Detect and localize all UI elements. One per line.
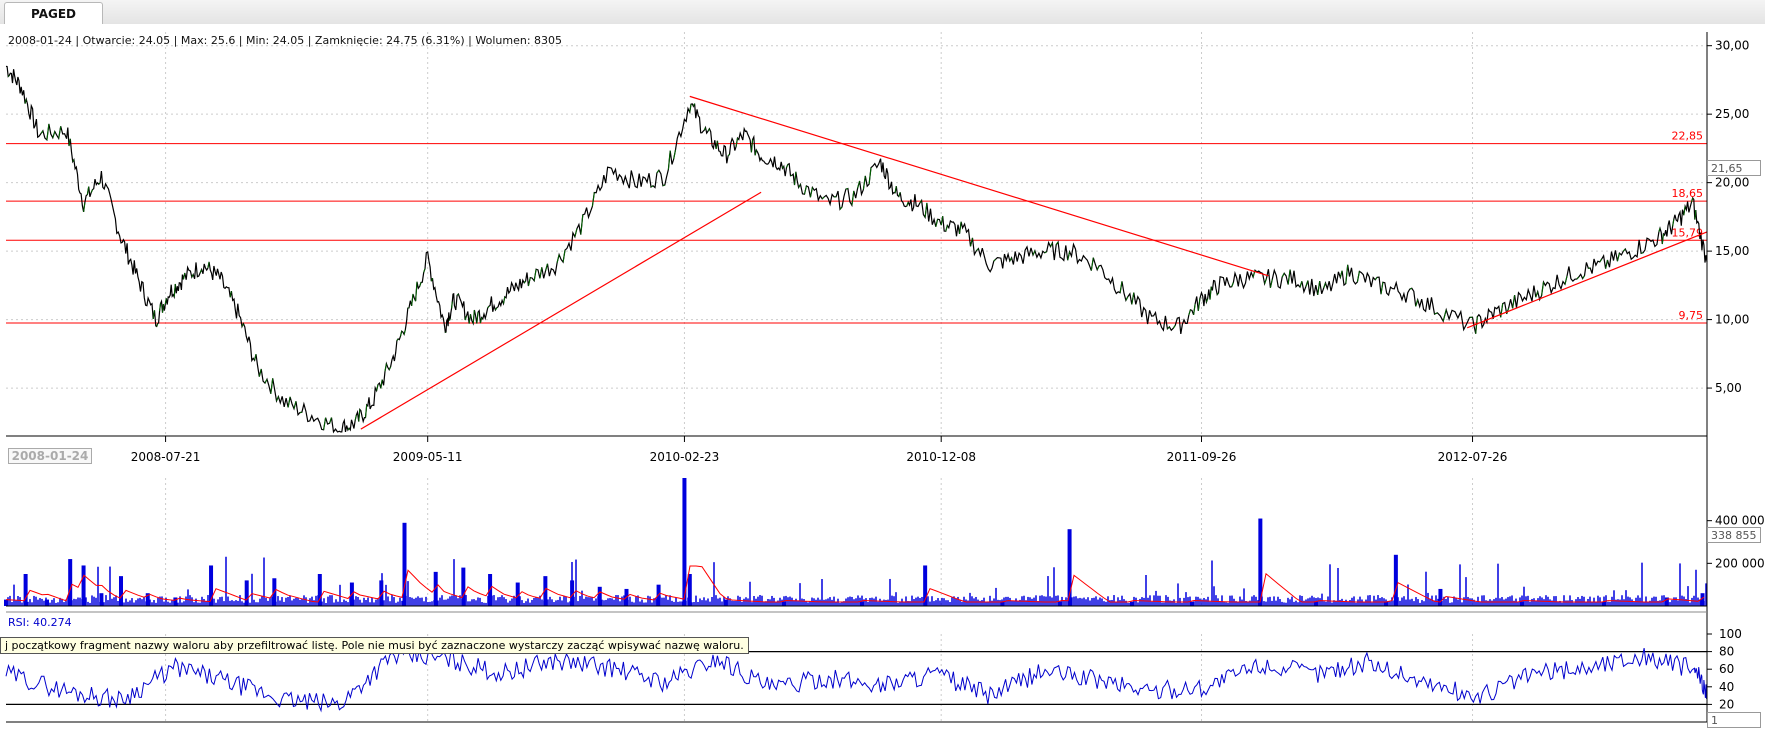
volume-peak-bar <box>209 565 214 606</box>
chart-frame <box>0 24 1765 737</box>
volume-peak-bar <box>461 567 466 606</box>
volume-peak-bar <box>723 599 728 606</box>
rsi-y-tick-label: 20 <box>1719 697 1734 711</box>
trendline <box>1466 231 1708 329</box>
rsi-y-tick-label: 60 <box>1719 662 1734 676</box>
level-label: 18,65 <box>1672 187 1704 200</box>
rsi-y-tick-label: 100 <box>1719 627 1742 641</box>
trendline <box>689 95 1269 277</box>
filter-tooltip: j początkowy fragment nazwy waloru aby p… <box>0 637 749 654</box>
volume-peak-bar <box>402 522 407 606</box>
trendline <box>360 191 762 430</box>
price-series <box>5 65 1708 434</box>
volume-peak-bar <box>1057 601 1062 606</box>
volume-y-tick-label: 200 000 <box>1715 556 1765 570</box>
volume-peak-bar <box>68 559 73 606</box>
ohlc-info-line: 2008-01-24 | Otwarcie: 24.05 | Max: 25.6… <box>8 34 563 47</box>
crosshair-rsi-box: 1 <box>1707 712 1761 728</box>
volume-peak-bar <box>379 580 384 606</box>
rsi-label: RSI: 40.274 <box>8 616 72 629</box>
rsi-series <box>5 646 1708 713</box>
x-tick-label: 2012-07-26 <box>1438 450 1508 464</box>
volume-peak-bar <box>543 576 548 606</box>
volume-peak-bar <box>859 601 864 606</box>
volume-peak-bar <box>1129 601 1134 606</box>
y-tick-label: 10,00 <box>1715 313 1749 327</box>
volume-peak-bar <box>1258 518 1263 606</box>
y-tick-label: 30,00 <box>1715 39 1749 53</box>
volume-peak-bar <box>173 597 178 606</box>
x-tick-label: 2008-07-21 <box>131 450 201 464</box>
x-tick-label: 2009-05-11 <box>393 450 463 464</box>
volume-peak-bar <box>1313 601 1318 606</box>
rsi-y-tick-label: 40 <box>1719 680 1734 694</box>
volume-peak-bar <box>99 593 104 606</box>
crosshair-date-box: 2008-01-24 <box>8 448 92 464</box>
volume-peak-bar <box>4 599 8 606</box>
volume-peak-bar <box>23 574 28 606</box>
volume-peak-bar <box>433 571 438 606</box>
volume-peak-bar <box>45 599 50 606</box>
axes: 2008-07-21 2009-05-11 2010-02-23 2010-12-08… <box>6 32 1765 723</box>
volume-peak-bar <box>570 580 575 606</box>
volume-y-tick-label: 400 000 <box>1715 514 1765 528</box>
volume-average-line <box>5 565 1705 603</box>
volume-peak-bar <box>923 565 928 606</box>
volume-peak-bar <box>1384 601 1389 606</box>
volume-peak-bar <box>682 478 687 606</box>
volume-peak-bar <box>782 601 787 606</box>
volume-peak-bar <box>1601 601 1606 606</box>
rsi-y-tick-label: 80 <box>1719 645 1734 659</box>
volume-peak-bar <box>1067 529 1072 606</box>
volume-peak-bar <box>1000 601 1005 606</box>
y-tick-label: 20,00 <box>1715 176 1749 190</box>
rsi-panel <box>5 646 1708 713</box>
y-tick-label: 5,00 <box>1715 381 1742 395</box>
crosshair-price-box: 21,65 <box>1707 160 1761 176</box>
volume-peak-bar <box>1700 593 1705 606</box>
price-up-segments <box>7 75 1697 431</box>
tab-paged[interactable]: PAGED <box>4 2 103 25</box>
volume-peak-bar <box>1664 597 1669 606</box>
x-tick-label: 2011-09-26 <box>1167 450 1237 464</box>
level-label: 15,79 <box>1672 226 1704 239</box>
x-tick-label: 2010-02-23 <box>650 450 720 464</box>
y-tick-label: 15,00 <box>1715 244 1749 258</box>
volume-peak-bar <box>597 586 602 606</box>
volume-peak-bar <box>119 576 124 606</box>
volume-peak-bar <box>1189 601 1194 606</box>
volume-peak-bar <box>81 565 86 606</box>
volume-peak-bar <box>1393 554 1398 606</box>
level-label: 22,85 <box>1672 130 1704 143</box>
level-label: 9,75 <box>1679 309 1704 322</box>
volume-peak-bar <box>515 582 520 606</box>
y-tick-label: 25,00 <box>1715 107 1749 121</box>
volume-peak-bar <box>1438 588 1443 606</box>
grid <box>6 32 1707 722</box>
volume-peak-bar <box>145 593 150 606</box>
volume-peak-bar <box>687 574 692 606</box>
volume-peak-bar <box>1520 601 1525 606</box>
x-tick-label: 2010-12-08 <box>906 450 976 464</box>
volume-peak-bar <box>317 574 322 606</box>
price-panel: 22,85 18,65 15,79 9,75 <box>5 65 1708 434</box>
crosshair-volume-box: 338 855 <box>1707 527 1761 543</box>
volume-panel <box>4 478 1707 606</box>
volume-peak-bar <box>244 580 249 606</box>
